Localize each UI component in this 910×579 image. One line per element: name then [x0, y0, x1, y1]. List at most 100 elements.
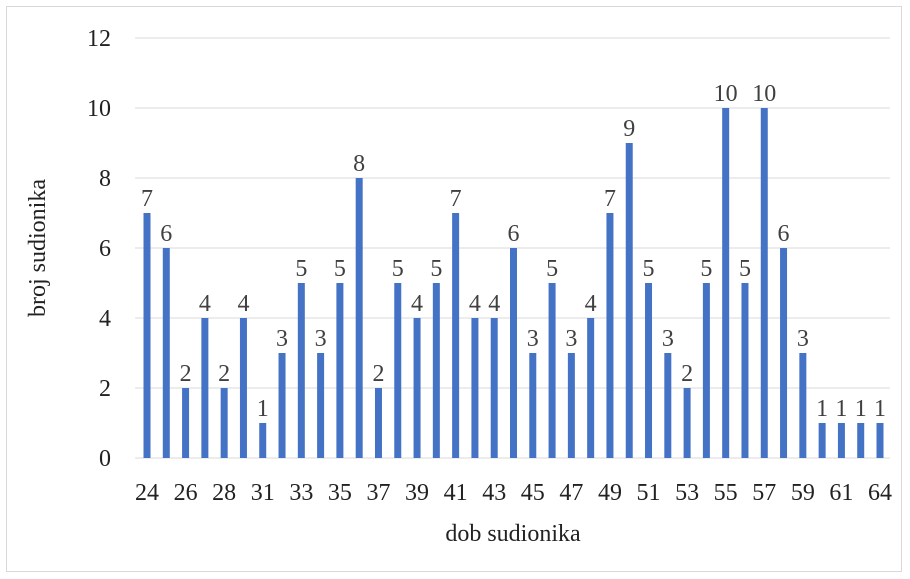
bar-58 [780, 248, 788, 458]
bar-48 [587, 318, 595, 458]
x-tick-label: 39 [405, 480, 429, 506]
x-tick-label: 61 [829, 480, 853, 506]
bar-33 [297, 283, 305, 458]
x-axis-title: dob sudionika [445, 521, 581, 547]
bar-25 [162, 248, 170, 458]
bar-40 [432, 283, 440, 458]
data-label-54: 5 [700, 256, 712, 282]
data-label-51: 5 [643, 256, 655, 282]
data-label-29: 4 [237, 291, 249, 317]
x-tick-label: 57 [752, 480, 776, 506]
bar-45 [529, 353, 537, 458]
data-label-24: 7 [141, 186, 153, 212]
data-label-34: 3 [315, 326, 327, 352]
x-tick-label: 24 [135, 480, 159, 506]
bar-26 [182, 388, 190, 458]
data-label-47: 3 [565, 326, 577, 352]
bar-43 [490, 318, 498, 458]
data-label-49: 7 [604, 186, 616, 212]
data-label-46: 5 [546, 256, 558, 282]
data-label-39: 4 [411, 291, 423, 317]
bar-60 [818, 423, 826, 458]
x-tick-label: 55 [714, 480, 738, 506]
data-label-50: 9 [623, 116, 635, 142]
x-tick-label: 26 [174, 480, 198, 506]
data-label-59: 3 [797, 326, 809, 352]
data-label-43: 4 [488, 291, 500, 317]
x-tick-label: 64 [868, 480, 892, 506]
bar-39 [413, 318, 421, 458]
bar-51 [645, 283, 653, 458]
bar-57 [760, 108, 768, 458]
x-tick-label: 31 [251, 480, 275, 506]
bar-54 [702, 283, 710, 458]
x-tick-label: 53 [675, 480, 699, 506]
bar-56 [741, 283, 749, 458]
data-label-60: 1 [816, 396, 828, 422]
x-axis-ticks: 24 26 28 31 33 35 37 39 41 43 45 47 49 51 53 55 57 59 61 64 [135, 480, 892, 506]
bar-24 [143, 213, 151, 458]
data-label-52: 3 [662, 326, 674, 352]
data-label-33: 5 [295, 256, 307, 282]
bar-31 [259, 423, 267, 458]
bar-29 [239, 318, 247, 458]
data-label-57: 10 [752, 81, 776, 107]
bar-44 [510, 248, 517, 458]
data-label-45: 3 [527, 326, 539, 352]
x-tick-label: 35 [328, 480, 352, 506]
bar-59 [799, 353, 807, 458]
x-tick-label: 37 [366, 480, 390, 506]
data-label-35: 5 [334, 256, 346, 282]
data-label-31: 1 [257, 396, 269, 422]
bar-49 [606, 213, 614, 458]
data-label-44: 6 [508, 221, 520, 247]
bar-42 [471, 318, 479, 458]
data-label-25: 6 [160, 221, 172, 247]
data-label-37: 2 [372, 361, 384, 387]
x-tick-label: 33 [289, 480, 313, 506]
data-label-27: 4 [199, 291, 211, 317]
bar-62 [857, 423, 865, 458]
data-label-56: 5 [739, 256, 751, 282]
bar-50 [625, 143, 633, 458]
bar-47 [567, 353, 575, 458]
data-label-55: 10 [714, 81, 738, 107]
data-label-42: 4 [469, 291, 481, 317]
data-label-62: 1 [855, 396, 867, 422]
y-tick-label: 6 [99, 236, 111, 262]
y-tick-label: 8 [99, 166, 111, 192]
x-tick-label: 41 [444, 480, 468, 506]
x-tick-label: 43 [482, 480, 506, 506]
bar-46 [548, 283, 556, 458]
bar-41 [452, 213, 460, 458]
x-tick-label: 59 [791, 480, 815, 506]
bar-64 [876, 423, 884, 458]
bar-32 [278, 353, 286, 458]
y-axis-title: broj sudionika [25, 179, 51, 317]
y-tick-label: 4 [99, 306, 111, 332]
bar-38 [394, 283, 402, 458]
data-label-26: 2 [180, 361, 192, 387]
data-label-28: 2 [218, 361, 230, 387]
data-label-61: 1 [835, 396, 847, 422]
data-label-53: 2 [681, 361, 693, 387]
y-tick-label: 0 [99, 446, 111, 472]
bar-28 [220, 388, 228, 458]
bar-27 [201, 318, 209, 458]
data-label-58: 6 [778, 221, 790, 247]
bar-35 [336, 283, 344, 458]
bar-37 [374, 388, 382, 458]
bar-34 [317, 353, 325, 458]
data-label-64: 1 [874, 396, 886, 422]
y-tick-label: 2 [99, 376, 111, 402]
x-tick-label: 51 [637, 480, 661, 506]
data-label-40: 5 [430, 256, 442, 282]
y-tick-label: 10 [87, 96, 111, 122]
data-label-38: 5 [392, 256, 404, 282]
data-label-32: 3 [276, 326, 288, 352]
x-tick-label: 49 [598, 480, 622, 506]
bar-52 [664, 353, 672, 458]
bars [143, 108, 884, 458]
